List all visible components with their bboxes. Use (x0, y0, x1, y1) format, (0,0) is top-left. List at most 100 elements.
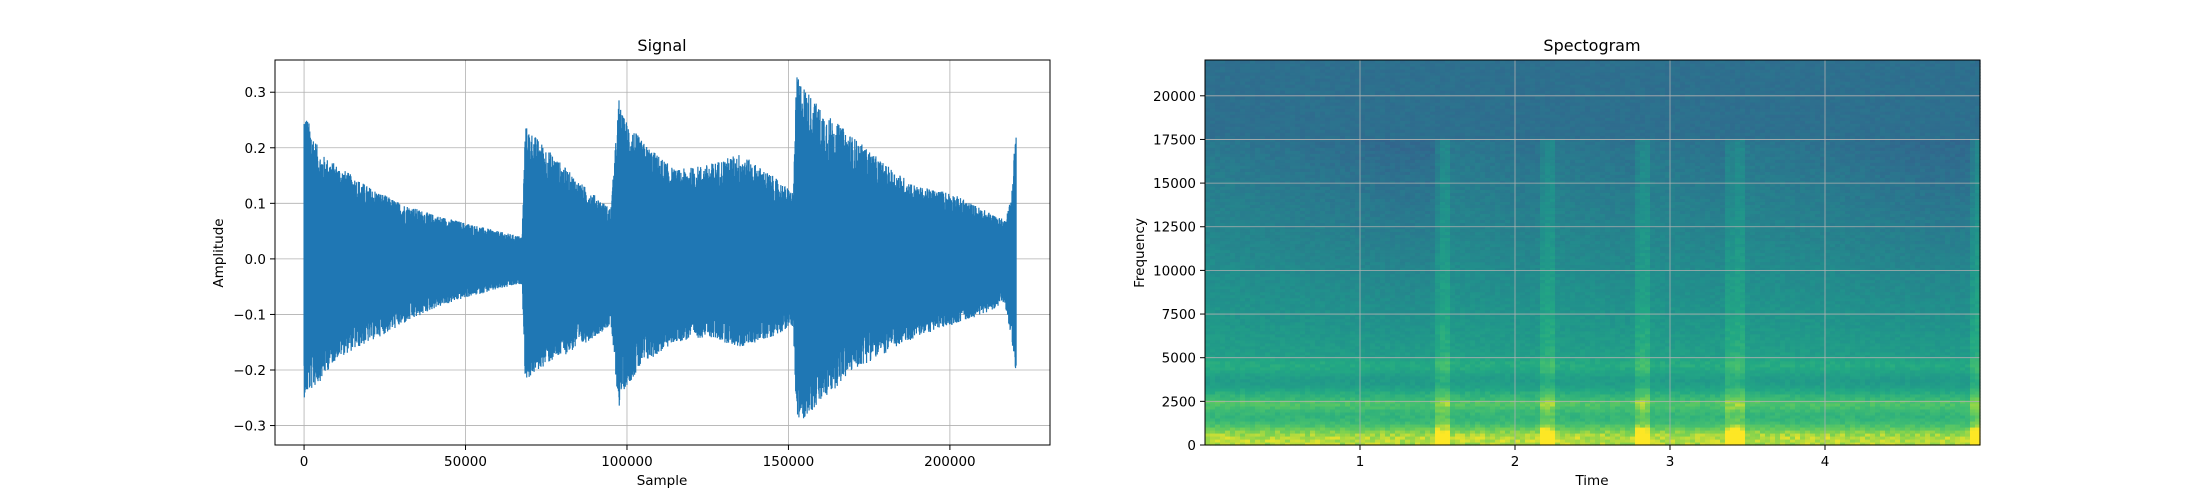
spectrogram-cell (1205, 174, 1211, 178)
signal-xlabel: Sample (637, 473, 688, 489)
spectrogram-cell (1210, 342, 1216, 347)
spectrogram-cell (1240, 171, 1246, 175)
spectrogram-cell (1210, 423, 1216, 428)
spectrogram-cell (1235, 225, 1241, 230)
spectrogram-cell (1235, 339, 1241, 344)
spectrogram-cell (1245, 279, 1251, 284)
spectrogram-cell (1245, 288, 1251, 293)
spectrogram-cell (1230, 234, 1236, 239)
spectrogram-cell (1215, 63, 1221, 67)
spectrogram-cell (1210, 378, 1216, 383)
spectrogram-cell (1235, 87, 1241, 91)
spectrogram-cell (1225, 261, 1231, 266)
spectrogram-cell (1240, 96, 1246, 100)
spectrogram-cell (1245, 252, 1251, 257)
spectrogram-cell (1235, 282, 1241, 287)
spectrogram-cell (1235, 264, 1241, 269)
spectrogram-cell (1240, 108, 1246, 112)
signal-y-tick-label: 0.3 (245, 85, 266, 101)
spectrogram-cell (1225, 348, 1231, 353)
spectrogram-cell (1210, 63, 1216, 67)
spectrogram-cell (1235, 258, 1241, 263)
spectrogram-cell (1215, 378, 1221, 383)
spectrogram-cell (1210, 102, 1216, 106)
spectrogram-cell (1245, 300, 1251, 305)
spectrogram-cell (1235, 111, 1241, 115)
spectrogram-cell (1245, 417, 1251, 422)
signal-y-tick-label: 0.2 (245, 141, 266, 157)
spectrogram-cell (1205, 414, 1211, 419)
spectrogram-cell (1225, 216, 1231, 221)
spectrogram-cell (1240, 255, 1246, 260)
spectrogram-cell (1230, 183, 1236, 187)
spectrogram-cell (1220, 267, 1226, 272)
spectrogram-cell (1230, 207, 1236, 211)
spectrogram-cell (1230, 357, 1236, 362)
spectrogram-cell (1235, 102, 1241, 106)
spectrogram-cell (1205, 129, 1211, 133)
spectrogram-cell (1210, 393, 1216, 398)
spectrogram-cell (1285, 60, 1291, 64)
spectrogram-cell (1210, 198, 1216, 202)
spectrogram-cell (1245, 147, 1251, 151)
spectrogram-cell (1220, 123, 1226, 127)
spectrogram-cell (1215, 66, 1221, 70)
spectrogram-cell (1210, 156, 1216, 160)
spectrogram-cell (1215, 168, 1221, 172)
spectrogram-cell (1215, 333, 1221, 338)
spectrogram-cell (1245, 312, 1251, 317)
spectrogram-cell (1245, 387, 1251, 392)
spectrogram-cell (1235, 333, 1241, 338)
spectrogram-cell (1245, 261, 1251, 266)
spectrogram-cell (1220, 180, 1226, 184)
signal-x-axis: 0 50000 100000 150000 200000 (300, 445, 976, 470)
spectrogram-cell (1220, 363, 1226, 368)
spectrogram-cell (1230, 177, 1236, 181)
spectrogram-cell (1245, 426, 1251, 431)
spectrogram-cell (1245, 165, 1251, 169)
spectrogram-cell (1235, 234, 1241, 239)
spectrogram-cell (1220, 414, 1226, 419)
spectrogram-cell (1210, 117, 1216, 121)
spectrogram-cell (1225, 96, 1231, 100)
spectrogram-cell (1230, 273, 1236, 278)
spectrogram-cell (1230, 378, 1236, 383)
spectrogram-cell (1240, 63, 1246, 67)
spectrogram-cell (1220, 135, 1226, 139)
spectrogram-cell (1230, 351, 1236, 356)
spectrogram-cell (1205, 60, 1211, 64)
spectrogram-cell (1235, 132, 1241, 136)
spectrogram-cell (1215, 180, 1221, 184)
spectrogram-cell (1225, 264, 1231, 269)
spectrogram-cell (1240, 423, 1246, 428)
spectrogram-cell (1240, 345, 1246, 350)
spectrogram-cell (1215, 105, 1221, 109)
spectrogram-cell (1245, 366, 1251, 371)
spectrogram-cell (1215, 426, 1221, 431)
spectrogram-cell (1215, 150, 1221, 154)
spectrogram-cell (1225, 336, 1231, 341)
spectrogram-cell (1220, 360, 1226, 365)
spectrogram-cell (1245, 372, 1251, 377)
spectrogram-cell (1235, 117, 1241, 121)
spectrogram-cell (1240, 213, 1246, 218)
spectrogram-cell (1230, 144, 1236, 148)
spectrogram-cell (1215, 132, 1221, 136)
spectrogram-cell (1230, 171, 1236, 175)
spectrogram-cell (1220, 78, 1226, 82)
spectrogram-cell (1210, 306, 1216, 311)
spectrogram-cell (1205, 210, 1211, 214)
spectrogram-cell (1210, 216, 1216, 221)
spectrogram-cell (1215, 429, 1221, 434)
spectrogram-cell (1205, 246, 1211, 251)
spectrogram-cell (1210, 258, 1216, 263)
spectrogram-cell (1210, 336, 1216, 341)
spectrogram-cell (1220, 432, 1226, 437)
spectrogram-cell (1210, 168, 1216, 172)
spectrogram-cell (1220, 237, 1226, 242)
spectrogram-cell (1215, 162, 1221, 166)
spectrogram-cell (1230, 360, 1236, 365)
spectrogram-cell (1230, 366, 1236, 371)
spectrogram-cell (1220, 183, 1226, 187)
spectrogram-cell (1205, 300, 1211, 305)
